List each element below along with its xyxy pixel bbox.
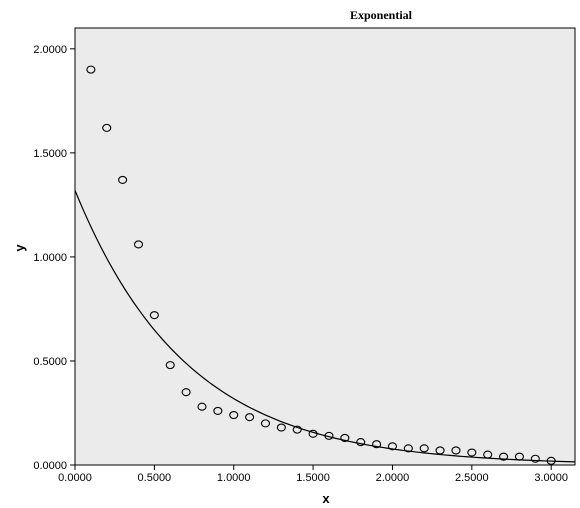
y-tick-label: 1.0000 — [33, 252, 67, 264]
x-tick-label: 1.5000 — [296, 472, 330, 484]
data-point — [292, 425, 302, 434]
data-point — [451, 446, 461, 455]
x-tick-label: 0.5000 — [138, 472, 172, 484]
data-point — [86, 65, 96, 74]
x-tick-label: 1.0000 — [217, 472, 251, 484]
data-point — [118, 175, 128, 184]
x-tick-label: 2.5000 — [455, 472, 489, 484]
y-tick-label: 0.5000 — [33, 356, 67, 368]
data-point — [419, 444, 429, 453]
data-point — [245, 413, 255, 422]
y-tick-label: 0.0000 — [33, 460, 67, 472]
x-axis-title: x — [322, 491, 330, 506]
plot-area — [74, 27, 576, 466]
data-point — [181, 388, 191, 397]
observed-points — [86, 65, 556, 465]
y-axis: 0.0000 0.5000 1.0000 1.5000 2.0000 — [33, 44, 75, 472]
data-point — [403, 444, 413, 453]
data-point — [276, 423, 286, 432]
x-tick-label: 3.0000 — [534, 472, 568, 484]
data-point — [260, 419, 271, 428]
data-point — [435, 446, 445, 455]
x-axis: 0.0000 0.5000 1.0000 1.5000 2.0000 2.5000 3.00… — [58, 465, 568, 484]
x-tick-label: 2.0000 — [376, 472, 410, 484]
data-point — [514, 452, 524, 461]
data-point — [387, 442, 398, 451]
data-point — [372, 440, 382, 449]
data-point — [308, 429, 318, 438]
plot-background — [74, 27, 576, 466]
x-tick-label: 0.0000 — [58, 472, 92, 484]
data-point — [213, 406, 223, 415]
data-point — [546, 456, 556, 465]
data-point — [340, 433, 350, 442]
data-point — [165, 361, 175, 370]
y-tick-label: 1.5000 — [33, 148, 67, 160]
data-point — [499, 452, 509, 461]
legend-label-exponential: Exponential — [350, 8, 413, 22]
y-tick-label: 2.0000 — [33, 44, 67, 56]
data-point — [102, 123, 112, 132]
data-point — [197, 402, 207, 411]
data-point — [467, 448, 477, 457]
data-point — [530, 454, 540, 463]
data-point — [483, 450, 493, 459]
data-point — [356, 438, 366, 447]
y-axis-title: y — [12, 244, 27, 252]
data-point — [229, 411, 239, 420]
data-point — [133, 240, 144, 249]
data-point — [149, 311, 159, 320]
data-point — [324, 431, 334, 440]
